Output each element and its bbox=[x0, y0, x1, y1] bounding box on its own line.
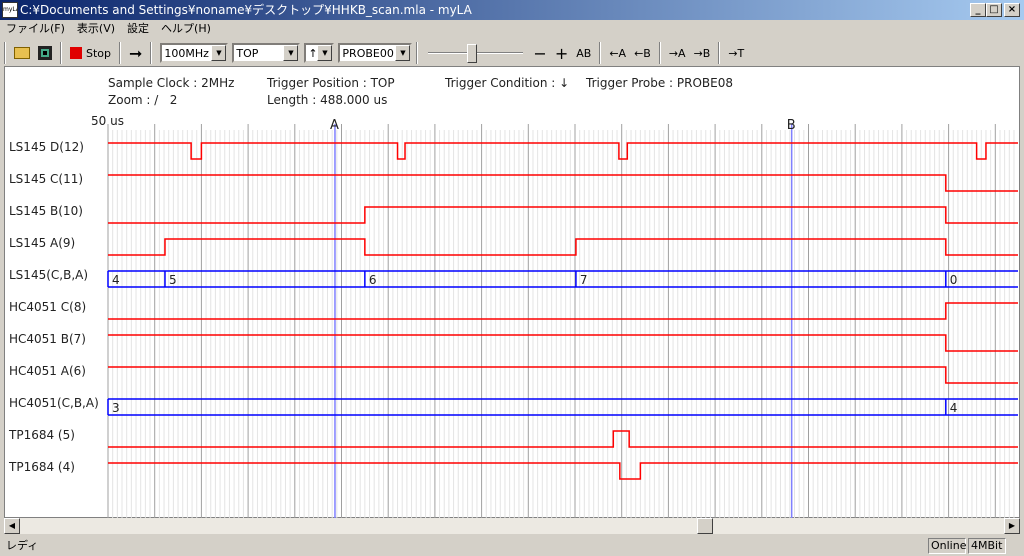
sample-clock: Sample Clock : 2MHz bbox=[108, 76, 235, 90]
trigger-position: Trigger Position : TOP bbox=[267, 76, 395, 90]
window-title: C:¥Documents and Settings¥noname¥デスクトップ¥… bbox=[20, 3, 472, 17]
signal-label[interactable]: HC4051 C(8) bbox=[9, 300, 87, 314]
capture-length: Length : 488.000 us bbox=[267, 93, 388, 107]
goto-b-button[interactable]: →B bbox=[693, 46, 711, 60]
cursor-label-a: A bbox=[330, 118, 339, 133]
divider bbox=[416, 42, 419, 64]
menu-view[interactable]: 表示(V) bbox=[76, 22, 116, 35]
zoom-out-button[interactable]: − bbox=[533, 43, 547, 63]
stop-icon bbox=[70, 47, 82, 59]
menu-file[interactable]: ファイル(F) bbox=[6, 22, 65, 35]
maximize-button[interactable]: □ bbox=[986, 3, 1002, 17]
zoom-slider[interactable] bbox=[428, 42, 524, 64]
divider bbox=[60, 42, 62, 64]
status-bar: レディ Online 4MBit bbox=[0, 536, 1024, 556]
waveform-6 bbox=[108, 334, 1018, 352]
trigger-condition: Trigger Condition : ↓ bbox=[445, 76, 570, 90]
run-arrow-button[interactable]: ➞ bbox=[125, 42, 146, 64]
bus-value: 4 bbox=[950, 401, 958, 415]
signal-label[interactable]: LS145 B(10) bbox=[9, 204, 83, 218]
signal-label[interactable]: HC4051 B(7) bbox=[9, 332, 86, 346]
horizontal-scrollbar[interactable]: ◀ ▶ bbox=[4, 518, 1020, 534]
signal-label[interactable]: LS145 A(9) bbox=[9, 236, 76, 250]
goto-a-button[interactable]: →A bbox=[668, 46, 686, 60]
position-value: TOP bbox=[236, 46, 259, 60]
scroll-left-button[interactable]: ◀ bbox=[4, 518, 20, 534]
menu-help[interactable]: ヘルプ(H) bbox=[161, 22, 211, 35]
scroll-thumb[interactable] bbox=[697, 518, 713, 534]
divider bbox=[119, 42, 122, 64]
waveform-2 bbox=[108, 206, 1018, 224]
signal-label[interactable]: HC4051 A(6) bbox=[9, 364, 86, 378]
bus-value: 3 bbox=[112, 401, 120, 415]
bus-value: 6 bbox=[369, 273, 377, 287]
cursor-label-b: B bbox=[787, 118, 796, 133]
probe-value: PROBE00 bbox=[342, 46, 394, 60]
title-bar: myLA C:¥Documents and Settings¥noname¥デス… bbox=[0, 0, 1024, 20]
zoom-level: Zoom : / 2 bbox=[108, 93, 178, 107]
slider-thumb[interactable] bbox=[466, 44, 477, 63]
menu-bar: ファイル(F) 表示(V) 設定 ヘルプ(H) bbox=[0, 20, 217, 38]
zoom-in-button[interactable]: + bbox=[554, 43, 569, 63]
chevron-down-icon[interactable]: ▼ bbox=[317, 45, 333, 61]
divider bbox=[599, 42, 602, 64]
folder-open-icon bbox=[14, 47, 30, 59]
signal-label[interactable]: HC4051(C,B,A) bbox=[9, 396, 99, 410]
clock-select[interactable]: 100MHz ▼ bbox=[160, 43, 229, 63]
waveform-10 bbox=[108, 462, 1018, 480]
condition-value: ↑ bbox=[308, 46, 318, 60]
memory-status: 4MBit bbox=[968, 538, 1006, 554]
minimize-button[interactable]: _ bbox=[970, 3, 986, 17]
divider bbox=[150, 42, 153, 64]
online-status: Online bbox=[928, 538, 966, 554]
waveform-7 bbox=[108, 366, 1018, 384]
trigger-probe-select[interactable]: PROBE00 ▼ bbox=[338, 43, 413, 63]
bus-value: 7 bbox=[580, 273, 588, 287]
scroll-right-button[interactable]: ▶ bbox=[1004, 518, 1020, 534]
waveform-9 bbox=[108, 430, 1018, 448]
waveform-1 bbox=[108, 174, 1018, 192]
floppy-icon bbox=[38, 46, 52, 60]
toolbar: Stop ➞ 100MHz ▼ TOP ▼ ↑ ▼ PROBE00 ▼ − + AB ←… bbox=[0, 40, 1024, 66]
save-button[interactable] bbox=[34, 42, 56, 64]
clock-value: 100MHz bbox=[164, 46, 209, 60]
waveform-5 bbox=[108, 302, 1018, 320]
zoom-ab-button[interactable]: AB bbox=[576, 46, 592, 60]
trigger-probe: Trigger Probe : PROBE08 bbox=[586, 76, 734, 90]
bus-value: 0 bbox=[950, 273, 958, 287]
goto-trigger-button[interactable]: →T bbox=[728, 46, 745, 60]
toolbar-grip bbox=[4, 42, 6, 64]
trigger-condition-select[interactable]: ↑ ▼ bbox=[304, 43, 335, 63]
app-icon: myLA bbox=[2, 2, 18, 18]
move-a-left-button[interactable]: ←A bbox=[609, 46, 627, 60]
signal-label[interactable]: LS145 D(12) bbox=[9, 140, 84, 154]
arrow-right-icon: ➞ bbox=[129, 43, 143, 63]
signal-label[interactable]: LS145(C,B,A) bbox=[9, 268, 89, 282]
signal-label[interactable]: LS145 C(11) bbox=[9, 172, 84, 186]
waveform-view[interactable]: A B 4 5 6 7 0 3 4 Sample Clock : 2MHz Trigger Po… bbox=[4, 66, 1020, 519]
divider bbox=[658, 42, 661, 64]
move-b-left-button[interactable]: ←B bbox=[634, 46, 651, 60]
chevron-down-icon[interactable]: ▼ bbox=[283, 45, 299, 61]
chevron-down-icon[interactable]: ▼ bbox=[211, 45, 227, 61]
signal-label[interactable]: TP1684 (4) bbox=[9, 460, 75, 474]
menu-settings[interactable]: 設定 bbox=[127, 22, 150, 35]
signal-label[interactable]: TP1684 (5) bbox=[9, 428, 75, 442]
bus-value: 5 bbox=[169, 273, 177, 287]
close-button[interactable]: × bbox=[1004, 3, 1020, 17]
divider bbox=[718, 42, 721, 64]
bus-value: 4 bbox=[112, 273, 120, 287]
waveform-3 bbox=[108, 238, 1018, 256]
time-scale: 50 us bbox=[91, 114, 124, 128]
waveform-canvas: A B 4 5 6 7 0 3 4 bbox=[107, 118, 1018, 519]
status-text: レディ bbox=[6, 539, 39, 552]
waveform-0 bbox=[108, 142, 1018, 160]
trigger-position-select[interactable]: TOP ▼ bbox=[232, 43, 301, 63]
stop-button[interactable]: Stop bbox=[66, 42, 115, 64]
stop-label: Stop bbox=[86, 46, 112, 60]
open-button[interactable] bbox=[10, 42, 34, 64]
chevron-down-icon[interactable]: ▼ bbox=[395, 45, 411, 61]
